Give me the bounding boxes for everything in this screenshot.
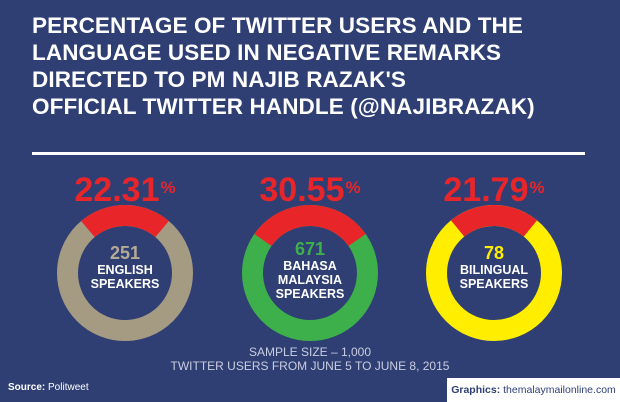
label-malay-line3: SPEAKERS: [275, 287, 345, 301]
graphics-label: Graphics:: [451, 384, 501, 396]
label-bilingual-line1: BILINGUAL: [459, 263, 529, 277]
title-line: DIRECTED TO PM NAJIB RAZAK'S: [32, 67, 407, 92]
source-credit: Source: Politweet: [8, 382, 89, 393]
label-english-line2: SPEAKERS: [90, 277, 160, 291]
source-label: Source:: [8, 382, 46, 393]
title-line: PERCENTAGE OF TWITTER USERS AND THE: [32, 13, 524, 38]
title-line: LANGUAGE USED IN NEGATIVE REMARKS: [32, 40, 502, 65]
label-bilingual-line2: SPEAKERS: [459, 277, 529, 291]
graphics-value: themalaymailonline.com: [503, 384, 616, 396]
chart-title: PERCENTAGE OF TWITTER USERS AND THE LANG…: [32, 12, 602, 120]
count-english: 251: [109, 243, 141, 263]
source-value: Politweet: [48, 382, 89, 393]
donut-center-english: 251 ENGLISH SPEAKERS: [55, 243, 195, 292]
title-line: OFFICIAL TWITTER HANDLE (@NAJIBRAZAK): [32, 94, 535, 119]
donut-center-malay: 671 BAHASA MALAYSIA SPEAKERS: [240, 239, 380, 302]
sample-note: SAMPLE SIZE – 1,000 TWITTER USERS FROM J…: [0, 345, 620, 373]
donut-center-bilingual: 78 BILINGUAL SPEAKERS: [424, 243, 564, 292]
donut-slice-negative-english: [81, 204, 169, 238]
title-divider: [32, 152, 585, 155]
donut-slice-negative-bilingual: [451, 204, 537, 237]
percent-label-english: 22.31%: [74, 171, 176, 209]
donut-slice-negative-malay: [254, 205, 366, 247]
count-bilingual: 78: [483, 243, 505, 263]
count-malay: 671: [294, 239, 326, 259]
label-malay-line1: BAHASA: [283, 259, 337, 273]
graphics-credit: Graphics: themalaymailonline.com: [447, 378, 620, 402]
sample-period: TWITTER USERS FROM JUNE 5 TO JUNE 8, 201…: [170, 359, 450, 373]
sample-size: SAMPLE SIZE – 1,000: [248, 345, 372, 359]
percent-label-malay: 30.55%: [259, 171, 361, 209]
label-malay-line2: MALAYSIA: [277, 273, 343, 287]
percent-label-bilingual: 21.79%: [443, 171, 545, 209]
label-english-line1: ENGLISH: [97, 263, 153, 277]
